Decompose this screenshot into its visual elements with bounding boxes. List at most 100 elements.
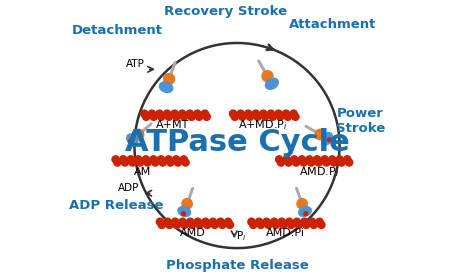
Circle shape xyxy=(128,139,132,143)
Circle shape xyxy=(150,113,157,120)
Circle shape xyxy=(315,129,325,140)
Circle shape xyxy=(297,199,307,209)
Circle shape xyxy=(186,110,193,117)
Text: A+MT: A+MT xyxy=(156,120,190,130)
Circle shape xyxy=(265,221,272,228)
Circle shape xyxy=(262,71,273,82)
Text: Attachment: Attachment xyxy=(289,18,376,31)
Circle shape xyxy=(159,159,166,166)
Text: A+MD.P$_i$: A+MD.P$_i$ xyxy=(238,118,288,132)
Circle shape xyxy=(321,156,328,163)
Circle shape xyxy=(129,159,136,166)
Circle shape xyxy=(203,221,211,228)
Circle shape xyxy=(210,218,217,225)
Circle shape xyxy=(182,159,189,166)
Circle shape xyxy=(328,156,336,163)
Circle shape xyxy=(127,156,134,163)
Circle shape xyxy=(277,113,284,120)
Circle shape xyxy=(225,218,232,225)
Circle shape xyxy=(157,156,164,163)
Circle shape xyxy=(237,110,244,117)
Circle shape xyxy=(338,159,345,166)
Circle shape xyxy=(202,218,209,225)
Circle shape xyxy=(156,110,163,117)
Circle shape xyxy=(293,218,301,225)
Circle shape xyxy=(346,159,353,166)
Circle shape xyxy=(135,156,142,163)
Text: Phosphate Release: Phosphate Release xyxy=(165,259,309,272)
Circle shape xyxy=(250,221,257,228)
Circle shape xyxy=(248,218,255,225)
Text: AMD.Pi: AMD.Pi xyxy=(266,228,305,238)
Circle shape xyxy=(164,74,174,85)
Ellipse shape xyxy=(178,207,191,216)
Circle shape xyxy=(277,159,284,166)
Circle shape xyxy=(255,218,263,225)
Circle shape xyxy=(280,221,287,228)
Text: AMD.P$_i$: AMD.P$_i$ xyxy=(299,165,339,179)
Circle shape xyxy=(196,221,203,228)
Circle shape xyxy=(196,113,203,120)
Circle shape xyxy=(156,218,164,225)
Ellipse shape xyxy=(127,134,138,146)
Circle shape xyxy=(174,159,182,166)
Circle shape xyxy=(165,156,172,163)
Circle shape xyxy=(344,156,351,163)
Circle shape xyxy=(158,221,165,228)
Circle shape xyxy=(173,156,180,163)
Text: AMD: AMD xyxy=(180,228,206,238)
Text: ADP Release: ADP Release xyxy=(69,199,164,212)
Circle shape xyxy=(164,218,171,225)
Circle shape xyxy=(165,113,173,120)
Circle shape xyxy=(133,129,144,140)
Circle shape xyxy=(187,218,194,225)
Circle shape xyxy=(194,110,201,117)
Ellipse shape xyxy=(265,78,278,89)
Circle shape xyxy=(315,159,322,166)
Circle shape xyxy=(158,113,165,120)
Circle shape xyxy=(291,156,298,163)
Circle shape xyxy=(114,159,121,166)
Circle shape xyxy=(164,110,171,117)
Text: Detachment: Detachment xyxy=(72,24,163,37)
Circle shape xyxy=(278,218,285,225)
Circle shape xyxy=(239,113,246,120)
Circle shape xyxy=(283,156,291,163)
Circle shape xyxy=(295,221,302,228)
Circle shape xyxy=(290,110,297,117)
Circle shape xyxy=(231,113,238,120)
Circle shape xyxy=(304,212,308,216)
Circle shape xyxy=(300,159,307,166)
Circle shape xyxy=(121,159,128,166)
Circle shape xyxy=(167,159,174,166)
Circle shape xyxy=(171,110,178,117)
Circle shape xyxy=(188,113,195,120)
Circle shape xyxy=(254,113,261,120)
Circle shape xyxy=(313,156,320,163)
Circle shape xyxy=(173,221,181,228)
Text: Recovery Stroke: Recovery Stroke xyxy=(164,4,287,18)
Circle shape xyxy=(226,221,234,228)
Text: Power
Stroke: Power Stroke xyxy=(336,107,385,135)
Circle shape xyxy=(267,110,274,117)
Circle shape xyxy=(150,156,157,163)
Circle shape xyxy=(298,156,305,163)
Circle shape xyxy=(181,113,188,120)
Circle shape xyxy=(260,110,267,117)
Circle shape xyxy=(252,110,259,117)
Circle shape xyxy=(173,113,180,120)
Circle shape xyxy=(283,110,290,117)
Circle shape xyxy=(271,218,278,225)
Text: ADP: ADP xyxy=(118,183,139,193)
Circle shape xyxy=(180,156,187,163)
Circle shape xyxy=(262,113,269,120)
Circle shape xyxy=(219,221,226,228)
Circle shape xyxy=(292,159,300,166)
Circle shape xyxy=(201,110,209,117)
Circle shape xyxy=(269,113,276,120)
Circle shape xyxy=(285,159,292,166)
Circle shape xyxy=(189,221,196,228)
Circle shape xyxy=(288,221,295,228)
Circle shape xyxy=(273,221,280,228)
Circle shape xyxy=(257,221,264,228)
